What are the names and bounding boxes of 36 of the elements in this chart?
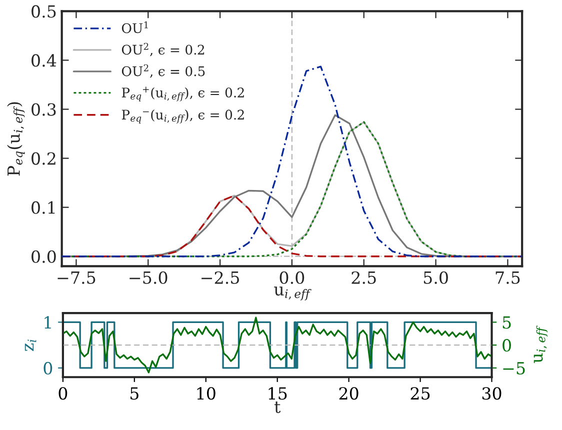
x-tick-label: 2.5 bbox=[352, 271, 376, 284]
x-tick-label: 5 bbox=[130, 387, 138, 400]
x-tick-label: −2.5 bbox=[202, 271, 239, 284]
x-tick-label: −7.5 bbox=[58, 272, 96, 284]
x-tick-label: 30 bbox=[482, 387, 502, 400]
x-axis-title: t bbox=[274, 402, 281, 414]
legend-label: OU$^{2}$, ϵ = 0.5 bbox=[122, 64, 205, 78]
y-tick-label: 0.2 bbox=[32, 152, 56, 165]
x-tick-label: 25 bbox=[410, 387, 430, 400]
y2-tick-label: −5 bbox=[503, 362, 525, 375]
x-tick-label: 5.0 bbox=[424, 271, 448, 284]
x-tick-label: 7.5 bbox=[496, 272, 520, 284]
y-tick-label: 0 bbox=[44, 362, 52, 375]
y-tick-label: 0.1 bbox=[32, 201, 55, 214]
y-tick-label: 0.5 bbox=[32, 5, 56, 18]
y-tick-label: 0.3 bbox=[32, 103, 56, 116]
x-tick-label: −5.0 bbox=[130, 271, 168, 284]
y-axis-title: z$_{i}$ bbox=[24, 340, 36, 351]
legend-label: OU$^{2}$, ϵ = 0.2 bbox=[122, 42, 204, 56]
x-tick-label: 15 bbox=[268, 387, 287, 400]
x-tick-label: 10 bbox=[197, 387, 216, 400]
legend-label: P$_{eq}$$^{+}$(u$_{i,eff}$), ϵ = 0.2 bbox=[122, 86, 244, 102]
legend-label: OU$^{1}$ bbox=[122, 21, 148, 34]
x-tick-label: 20 bbox=[339, 387, 358, 400]
y-axis-title: P$_{eq}$(u$_{i,eff}$) bbox=[7, 102, 25, 176]
y-tick-label: 1 bbox=[44, 316, 51, 329]
y2-axis-title: u$_{i,eff}$ bbox=[534, 326, 548, 363]
x-tick-label: 0.0 bbox=[280, 271, 304, 284]
line-series bbox=[62, 66, 522, 258]
legend-label: P$_{eq}$$^{−}$(u$_{i,eff}$), ϵ = 0.2 bbox=[122, 109, 244, 124]
y-tick-label: 0.0 bbox=[32, 250, 56, 263]
y2-tick-label: 0 bbox=[502, 339, 511, 352]
x-tick-label: 0 bbox=[58, 387, 68, 400]
x-axis-title: u$_{i,eff}$ bbox=[274, 286, 312, 300]
y2-tick-label: 5 bbox=[502, 316, 511, 329]
y-tick-label: 0.4 bbox=[32, 54, 56, 67]
